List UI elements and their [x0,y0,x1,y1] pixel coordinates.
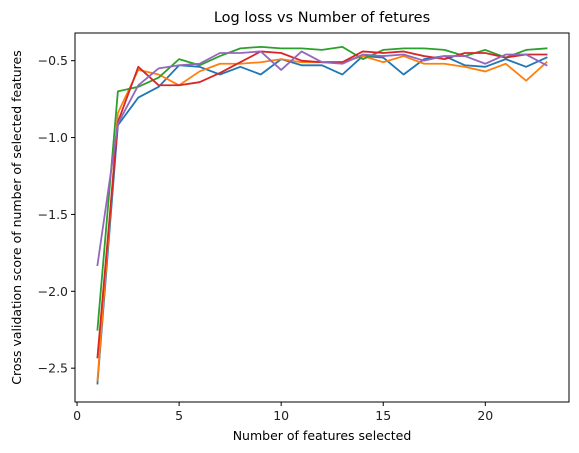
series-line-4 [96,50,548,359]
series-line-2 [96,55,548,382]
axes-frame [74,32,570,403]
x-tick-label: 0 [73,408,81,423]
x-tick-label: 20 [477,408,493,423]
series-line-5 [96,50,548,267]
y-axis-label: Cross validation score of number of sele… [9,50,24,385]
series-line-1 [96,55,548,385]
y-tick-label: −2.5 [38,361,68,376]
series-line-3 [96,45,548,331]
y-tick-label: −1.0 [38,130,68,145]
y-axis: −2.5 −2.0 −1.5 −1.0 −0.5 [38,53,75,376]
x-tick-label: 10 [273,408,289,423]
y-tick-label: −0.5 [38,53,68,68]
x-tick-label: 5 [175,408,183,423]
x-axis: 0 5 10 15 20 [73,402,493,423]
x-axis-label: Number of features selected [233,428,412,443]
y-tick-label: −1.5 [38,207,68,222]
chart-title: Log loss vs Number of fetures [214,10,430,26]
y-tick-label: −2.0 [38,284,68,299]
x-tick-label: 15 [375,408,391,423]
plot-area [96,45,548,385]
